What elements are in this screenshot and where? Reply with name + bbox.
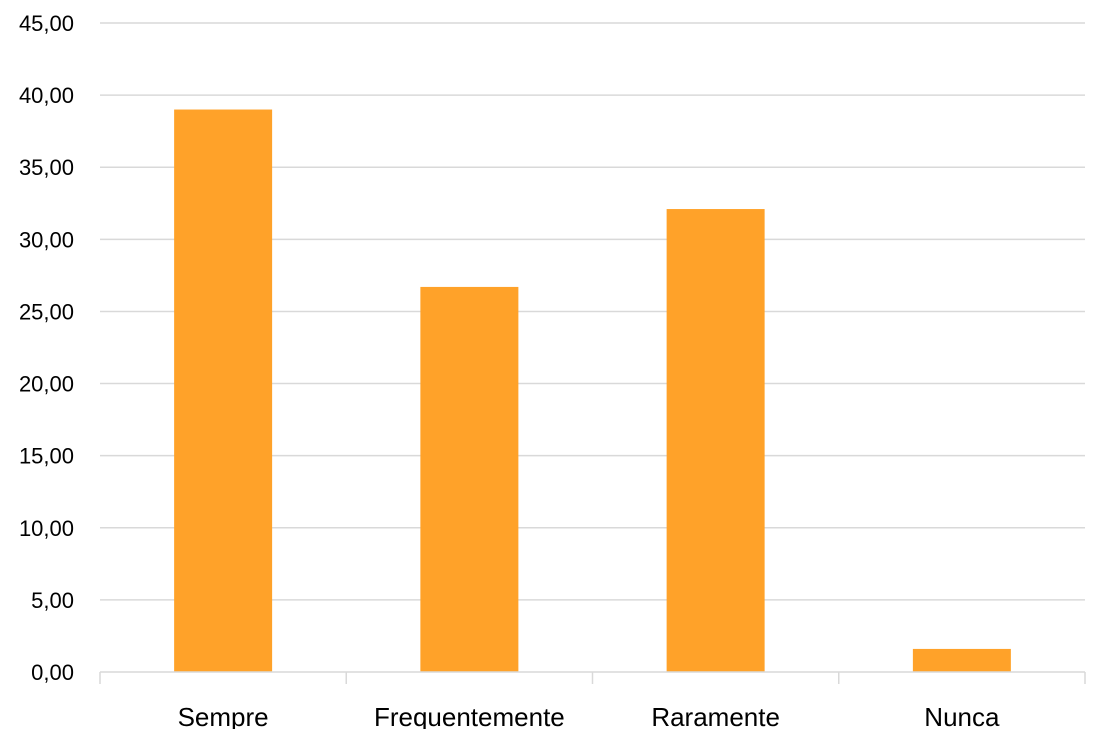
bar-sempre — [174, 109, 273, 673]
bar-frequentemente — [420, 286, 519, 672]
y-tick-label: 45,00 — [19, 11, 74, 36]
y-tick-label: 5,00 — [31, 588, 74, 613]
y-tick-label: 30,00 — [19, 227, 74, 252]
bar-nunca — [912, 648, 1011, 672]
y-tick-label: 10,00 — [19, 516, 74, 541]
x-tick-label: Sempre — [178, 702, 269, 729]
x-axis — [99, 671, 1086, 684]
y-tick-label: 35,00 — [19, 155, 74, 180]
x-tick-labels: Sempre Frequentemente Raramente Nunca — [178, 702, 1000, 729]
y-tick-label: 25,00 — [19, 299, 74, 324]
x-tick-label: Raramente — [651, 702, 780, 729]
y-tick-label: 0,00 — [31, 660, 74, 685]
x-tick-label: Nunca — [924, 702, 1000, 729]
y-tick-label: 20,00 — [19, 372, 74, 397]
y-tick-labels: 0,00 5,00 10,00 15,00 20,00 25,00 30,00 35,00 40… — [19, 11, 74, 685]
bar-raramente — [666, 209, 765, 672]
bars — [174, 109, 1011, 673]
x-tick-label: Frequentemente — [374, 702, 565, 729]
y-tick-label: 15,00 — [19, 444, 74, 469]
y-tick-label: 40,00 — [19, 83, 74, 108]
